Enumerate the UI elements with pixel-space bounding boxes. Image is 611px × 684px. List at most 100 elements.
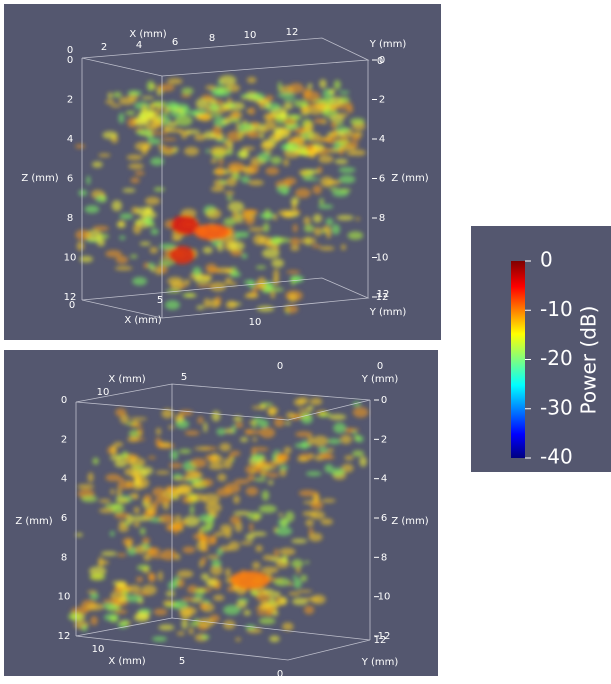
render-speckle bbox=[75, 144, 85, 148]
x-tick-label: 2 bbox=[101, 42, 107, 53]
render-speckle bbox=[205, 85, 216, 90]
x-tick-label: 0 bbox=[277, 361, 283, 372]
render-speckle bbox=[226, 300, 237, 309]
render-speckle bbox=[267, 608, 271, 616]
render-speckle bbox=[137, 427, 143, 436]
render-speckle bbox=[226, 150, 233, 155]
render-speckle bbox=[160, 265, 168, 273]
render-speckle bbox=[179, 284, 187, 287]
render-speckle bbox=[252, 562, 260, 570]
render-speckle bbox=[278, 518, 289, 527]
render-speckle bbox=[229, 282, 237, 286]
render-speckle bbox=[339, 96, 349, 103]
render-speckle bbox=[335, 140, 350, 144]
render-speckle bbox=[270, 156, 281, 164]
render-speckle bbox=[120, 213, 133, 219]
render-speckle bbox=[259, 402, 272, 406]
render-speckle bbox=[86, 176, 90, 185]
render-speckle bbox=[212, 411, 221, 422]
render-speckle bbox=[106, 605, 121, 611]
render-speckle bbox=[99, 499, 111, 503]
render-speckle bbox=[291, 539, 307, 544]
render-speckle bbox=[245, 216, 255, 226]
render-speckle bbox=[167, 122, 177, 127]
render-speckle bbox=[189, 110, 198, 116]
render-speckle bbox=[235, 231, 240, 240]
render-speckle bbox=[129, 493, 138, 498]
render-speckle bbox=[209, 103, 219, 112]
render-speckle bbox=[303, 178, 320, 181]
render-speckle bbox=[275, 527, 292, 536]
render-speckle bbox=[291, 276, 302, 283]
y-tick-label: 12 bbox=[377, 289, 390, 300]
render-speckle bbox=[127, 118, 136, 128]
render-speckle bbox=[310, 398, 322, 405]
render-speckle bbox=[182, 546, 195, 553]
render-speckle bbox=[249, 227, 265, 232]
render-speckle bbox=[319, 79, 326, 88]
render-speckle bbox=[329, 180, 339, 183]
render-speckle bbox=[223, 458, 232, 469]
render-speckle bbox=[261, 566, 278, 573]
render-speckle bbox=[173, 490, 190, 495]
render-speckle bbox=[115, 266, 133, 270]
render-speckle bbox=[196, 305, 204, 309]
render-speckle bbox=[196, 540, 207, 551]
x-tick-label: 0 bbox=[67, 45, 73, 56]
render-speckle bbox=[293, 224, 298, 233]
x-tick-label: 10 bbox=[92, 644, 105, 655]
render-speckle bbox=[111, 445, 117, 456]
render-speckle bbox=[329, 89, 336, 95]
render-speckle bbox=[78, 190, 87, 196]
render-speckle bbox=[169, 425, 174, 430]
render-speckle bbox=[231, 451, 241, 456]
render-speckle bbox=[145, 207, 153, 213]
render-speckle bbox=[117, 488, 122, 498]
render-speckle bbox=[110, 455, 122, 460]
render-speckle bbox=[211, 535, 216, 545]
z-tick-label: 2 bbox=[67, 95, 73, 106]
y-axis-label: Y (mm) bbox=[361, 657, 399, 668]
render-speckle bbox=[339, 188, 351, 192]
render-speckle bbox=[259, 133, 264, 139]
render-speckle bbox=[264, 113, 274, 121]
render-speckle bbox=[255, 545, 262, 552]
render-speckle bbox=[156, 428, 161, 435]
render-speckle bbox=[293, 578, 301, 588]
render-speckle bbox=[112, 200, 122, 211]
x-tick-label: 5 bbox=[157, 295, 163, 306]
render-speckle bbox=[125, 111, 135, 116]
render-speckle bbox=[269, 636, 280, 643]
render-speckle bbox=[279, 513, 283, 516]
render-speckle bbox=[158, 624, 174, 630]
render-speckle bbox=[148, 573, 154, 580]
render-speckle bbox=[283, 159, 289, 167]
render-speckle bbox=[226, 177, 237, 187]
render-speckle bbox=[147, 81, 155, 92]
y-tick-label: 12 bbox=[374, 635, 387, 646]
render-speckle bbox=[321, 499, 335, 503]
render-speckle bbox=[240, 149, 250, 159]
render-speckle bbox=[319, 246, 334, 250]
x-axis-label: X (mm) bbox=[129, 29, 166, 40]
render-speckle bbox=[319, 98, 336, 103]
render-speckle bbox=[228, 201, 244, 212]
colorbar-tick-label: 0 bbox=[540, 248, 553, 272]
z-tick-label: 0 bbox=[67, 55, 73, 66]
render-speckle bbox=[254, 478, 266, 482]
render-speckle bbox=[140, 242, 151, 246]
x-tick-label: 0 bbox=[277, 669, 283, 680]
render-speckle bbox=[228, 241, 244, 251]
render-speckle bbox=[252, 406, 266, 410]
render-speckle bbox=[246, 487, 259, 496]
render-speckle bbox=[310, 150, 315, 159]
render-speckle bbox=[261, 141, 274, 151]
render-speckle bbox=[185, 472, 202, 480]
render-speckle bbox=[177, 570, 193, 578]
render-speckle bbox=[338, 167, 355, 173]
render-speckle bbox=[230, 250, 242, 257]
render-speckle bbox=[277, 453, 289, 460]
render-speckle bbox=[77, 241, 85, 251]
render-speckle bbox=[96, 195, 107, 202]
render-speckle bbox=[284, 447, 292, 454]
